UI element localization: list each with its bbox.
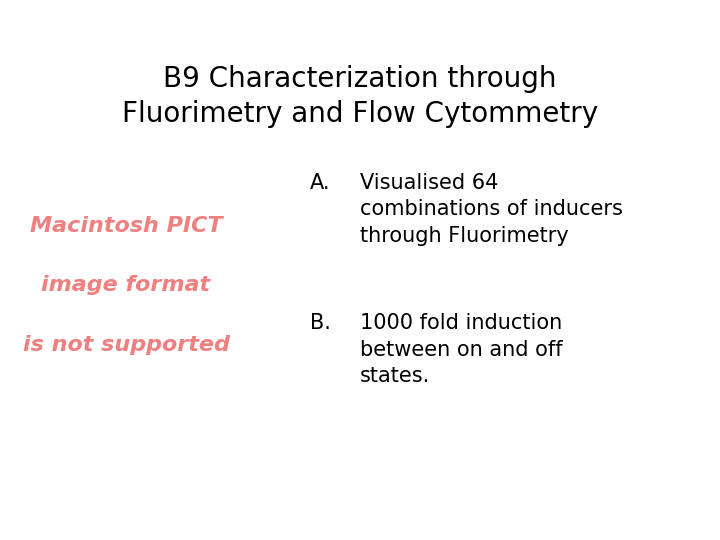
Text: B.: B. (310, 313, 330, 333)
Text: Visualised 64
combinations of inducers
through Fluorimetry: Visualised 64 combinations of inducers t… (360, 173, 623, 246)
Text: Macintosh PICT: Macintosh PICT (30, 216, 222, 236)
Text: is not supported: is not supported (22, 335, 230, 355)
Text: 1000 fold induction
between on and off
states.: 1000 fold induction between on and off s… (360, 313, 562, 386)
Text: image format: image format (42, 275, 210, 295)
Text: B9 Characterization through
Fluorimetry and Flow Cytommetry: B9 Characterization through Fluorimetry … (122, 65, 598, 129)
Text: A.: A. (310, 173, 330, 193)
